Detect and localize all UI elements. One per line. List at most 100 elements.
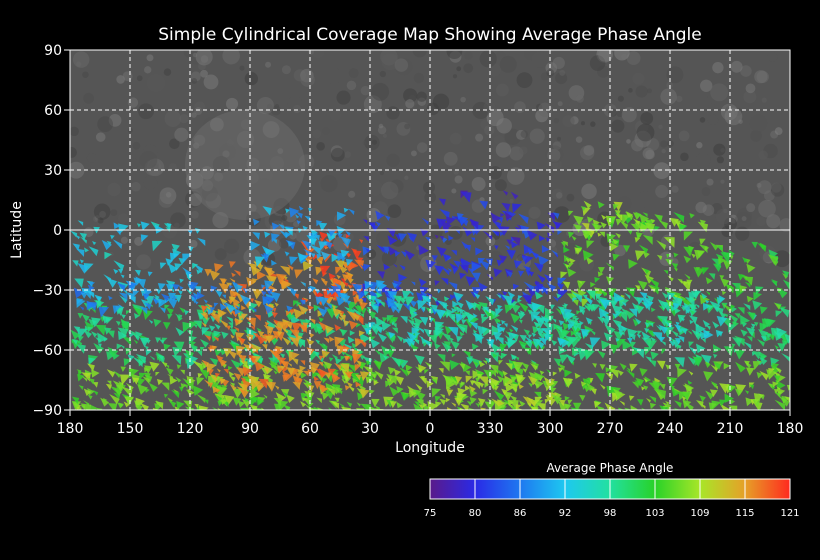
coverage-facet: [456, 212, 464, 220]
terrain-feature: [213, 172, 224, 182]
coverage-facet: [417, 364, 427, 373]
coverage-facet: [501, 202, 511, 212]
coverage-facet: [781, 352, 790, 363]
coverage-facet: [477, 381, 484, 388]
coverage-facet: [767, 254, 779, 265]
coverage-facet: [175, 376, 182, 383]
coverage-facet: [494, 245, 499, 250]
y-tick-label: −60: [32, 343, 62, 359]
terrain-feature: [756, 182, 762, 188]
coverage-facet: [386, 228, 396, 238]
coverage-facet: [605, 367, 612, 373]
coverage-facet: [213, 335, 219, 342]
terrain-feature: [203, 74, 219, 90]
terrain-feature: [212, 156, 230, 173]
coverage-facet: [567, 323, 575, 331]
coverage-facet: [576, 310, 581, 315]
coverage-facet: [721, 290, 727, 296]
coverage-facet: [112, 239, 123, 249]
coverage-facet: [472, 361, 478, 367]
coverage-facet: [743, 276, 754, 286]
coverage-facet: [196, 269, 202, 275]
coverage-facet: [615, 218, 623, 226]
terrain-feature: [494, 179, 507, 192]
coverage-facet: [789, 356, 790, 358]
x-tick-label: 300: [537, 421, 564, 437]
coverage-facet: [568, 336, 579, 347]
coverage-facet: [330, 400, 340, 410]
coverage-facet: [167, 314, 173, 320]
terrain-feature: [174, 127, 189, 142]
coverage-facet: [701, 338, 706, 343]
coverage-facet: [517, 295, 523, 300]
coverage-facet: [223, 368, 229, 374]
coverage-facet: [200, 339, 209, 348]
coverage-facet: [463, 350, 471, 359]
coverage-facet: [501, 388, 508, 396]
coverage-facet: [415, 398, 424, 407]
coverage-facet: [423, 405, 431, 410]
coverage-facet: [482, 230, 493, 241]
coverage-facet: [171, 243, 180, 253]
coverage-facet: [228, 371, 235, 377]
coverage-facet: [757, 339, 765, 347]
terrain-feature: [312, 50, 325, 58]
coverage-facet: [583, 349, 595, 361]
coverage-facet: [77, 220, 84, 226]
terrain-feature: [265, 61, 272, 68]
coverage-facet: [288, 336, 300, 348]
coverage-facet: [504, 245, 510, 250]
coverage-facet: [323, 337, 330, 344]
coverage-facet: [472, 370, 482, 380]
coverage-facet: [436, 218, 447, 230]
coverage-facet: [419, 316, 429, 326]
terrain-feature: [346, 80, 357, 91]
coverage-facet: [278, 223, 285, 230]
coverage-facet: [127, 354, 135, 362]
terrain-feature: [428, 224, 443, 239]
coverage-facet: [204, 399, 209, 404]
coverage-facet: [229, 384, 237, 391]
coverage-facet: [670, 385, 675, 390]
terrain-feature: [146, 54, 154, 62]
coverage-facet: [155, 337, 162, 344]
coverage-facet: [118, 380, 124, 387]
coverage-facet: [591, 303, 600, 312]
coverage-facet: [616, 338, 626, 349]
terrain-feature: [451, 188, 457, 194]
coverage-facet: [299, 324, 308, 333]
coverage-facet: [459, 309, 465, 315]
coverage-facet: [465, 299, 476, 310]
coverage-facet: [713, 354, 718, 359]
coverage-facet: [599, 363, 606, 370]
coverage-facet: [568, 262, 574, 269]
coverage-facet: [699, 238, 706, 246]
coverage-facet: [97, 332, 108, 344]
coverage-facet: [485, 258, 493, 267]
coverage-facet: [343, 207, 349, 213]
coverage-facet: [566, 311, 576, 321]
coverage-facet: [645, 356, 652, 363]
coverage-facet: [144, 345, 149, 351]
coverage-facet: [134, 400, 143, 409]
coverage-facet: [357, 392, 366, 401]
coverage-facet: [359, 313, 365, 318]
coverage-facet: [635, 250, 646, 261]
coverage-facet: [216, 354, 224, 363]
y-tick-label: 30: [44, 163, 62, 179]
coverage-facet: [578, 305, 587, 313]
terrain-feature: [721, 225, 733, 238]
x-tick-label: 210: [717, 421, 744, 437]
terrain-feature: [750, 130, 762, 142]
terrain-feature: [696, 142, 703, 149]
coverage-facet: [318, 355, 324, 361]
coverage-facet: [239, 407, 248, 410]
coverage-facet: [629, 395, 635, 401]
grid-lines: [70, 50, 790, 410]
terrain-feature: [767, 52, 778, 62]
coverage-facet: [283, 329, 289, 334]
coverage-facet: [605, 372, 614, 381]
coverage-facet: [605, 262, 614, 271]
coverage-facet: [536, 221, 546, 231]
coverage-facet: [244, 397, 250, 403]
